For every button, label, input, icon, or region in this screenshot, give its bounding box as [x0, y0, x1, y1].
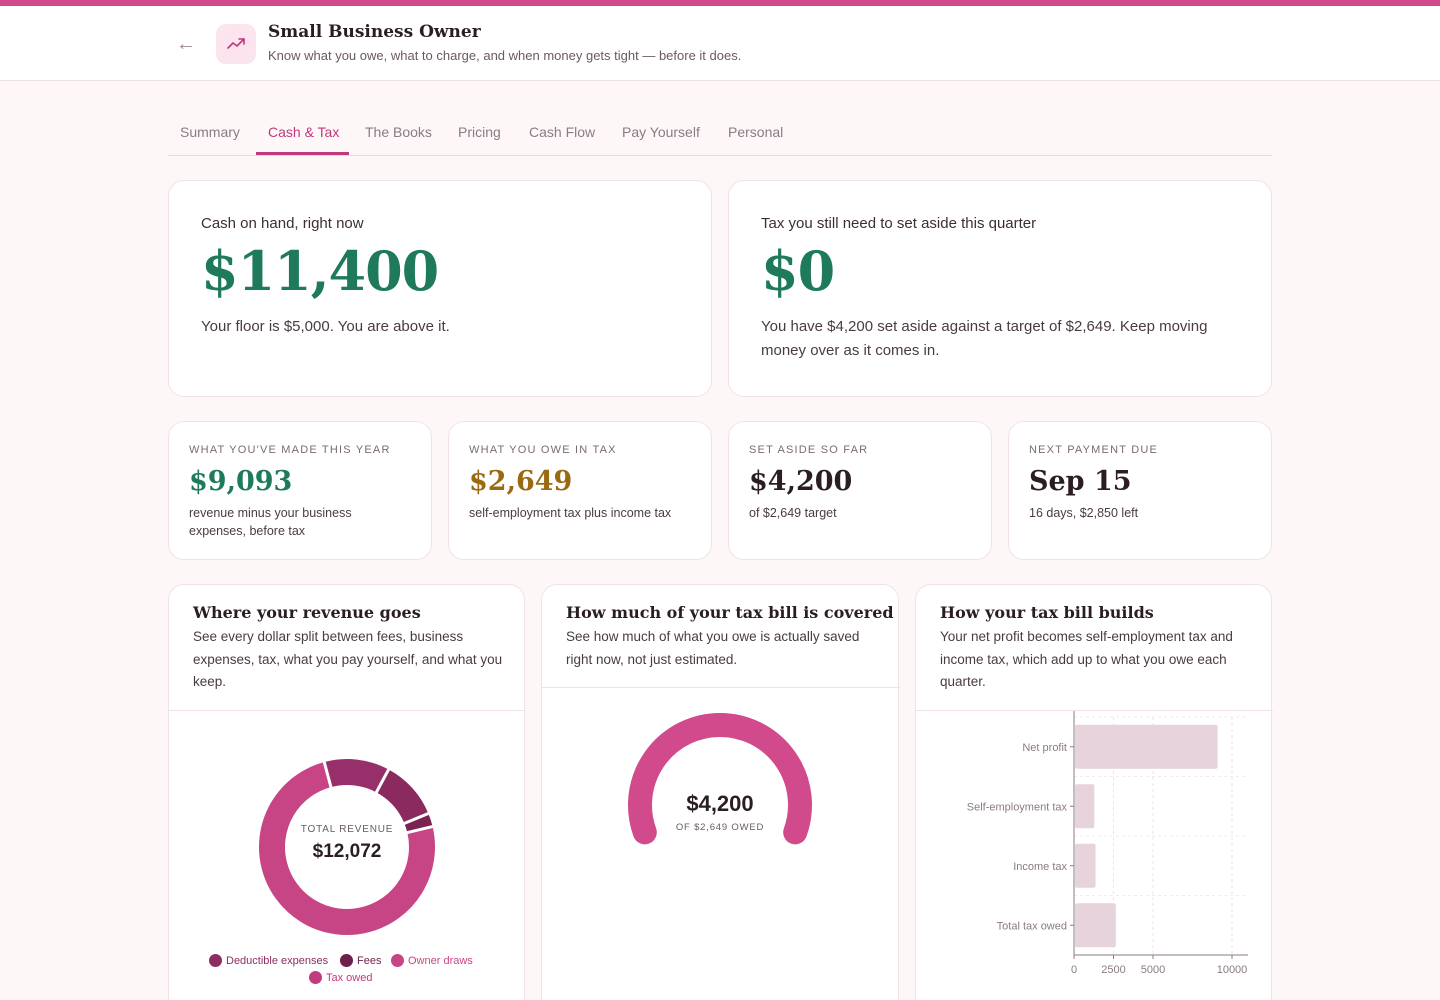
builds-description: Your net profit becomes self-employment … — [940, 629, 1233, 689]
divider — [169, 710, 526, 711]
trending-up-icon — [216, 24, 256, 64]
donut-slice — [404, 813, 433, 833]
legend-item: Tax owed — [309, 971, 372, 984]
divider — [916, 710, 1273, 711]
builds-title: How your tax bill builds — [940, 603, 1154, 622]
slice-separator — [322, 760, 333, 789]
divider — [542, 687, 900, 688]
tab-bar: Summary Cash & Tax The Books Pricing Cas… — [168, 114, 1272, 156]
donut-center-value: $12,072 — [312, 841, 382, 862]
stat-card-made: WHAT YOU'VE MADE THIS YEAR $9,093 revenu… — [168, 421, 432, 560]
stat-card-owe: WHAT YOU OWE IN TAX $2,649 self-employme… — [448, 421, 712, 560]
cash-on-hand-card: Cash on hand, right now $11,400 Your flo… — [168, 180, 712, 397]
accent-bar — [0, 0, 1440, 6]
legend-item: Deductible expenses — [209, 954, 328, 967]
bar — [1075, 724, 1218, 769]
category-label: Net profit — [1022, 742, 1067, 754]
page-title: Small Business Owner — [268, 22, 481, 42]
tab-the-books[interactable]: The Books — [365, 124, 432, 140]
page-subtitle: Know what you owe, what to charge, and w… — [268, 48, 742, 63]
cash-note: Your floor is $5,000. You are above it. — [201, 318, 450, 335]
donut-slice — [259, 762, 435, 935]
active-tab-indicator — [256, 152, 349, 155]
arrow-left-icon[interactable]: ← — [176, 33, 196, 55]
stat-label: NEXT PAYMENT DUE — [1029, 444, 1159, 456]
x-tick-label: 5000 — [1141, 964, 1165, 976]
cash-value: $11,400 — [201, 239, 439, 303]
revenue-donut-chart — [259, 759, 435, 935]
tax-value: $0 — [761, 239, 835, 303]
donut-center-label: TOTAL REVENUE — [300, 824, 394, 835]
cash-label: Cash on hand, right now — [201, 215, 364, 232]
slice-separator — [374, 767, 391, 794]
x-tick-label: 10000 — [1217, 964, 1248, 976]
category-label: Income tax — [1013, 861, 1067, 873]
coverage-gauge — [628, 713, 812, 845]
category-label: Total tax owed — [997, 920, 1067, 932]
x-tick-label: 2500 — [1101, 964, 1125, 976]
bar — [1075, 903, 1116, 948]
tab-personal[interactable]: Personal — [728, 124, 784, 140]
tax-set-aside-card: Tax you still need to set aside this qua… — [728, 180, 1272, 397]
stat-label: WHAT YOU'VE MADE THIS YEAR — [189, 444, 391, 456]
stat-label: SET ASIDE SO FAR — [749, 444, 869, 456]
builds-panel: How your tax bill builds Your net profit… — [915, 584, 1273, 1000]
stat-note: 16 days, $2,850 left — [1029, 506, 1139, 520]
legend-item: Fees — [340, 954, 381, 967]
revenue-panel: Where your revenue goes See every dollar… — [168, 584, 526, 1000]
stat-value: Sep 15 — [1029, 466, 1132, 497]
stat-note: revenue minus your business expenses, be… — [189, 506, 352, 538]
gauge-arc — [628, 713, 812, 845]
bar — [1075, 784, 1095, 829]
category-label: Self-employment tax — [967, 801, 1068, 813]
stat-card-next-payment: NEXT PAYMENT DUE Sep 15 16 days, $2,850 … — [1008, 421, 1272, 560]
donut-slice — [375, 769, 429, 824]
tab-cash-flow[interactable]: Cash Flow — [529, 124, 596, 140]
bar — [1075, 843, 1096, 888]
slice-separator — [402, 811, 430, 826]
coverage-description: See how much of what you owe is actually… — [566, 629, 860, 667]
tab-cash-tax[interactable]: Cash & Tax — [268, 124, 340, 140]
coverage-panel: How much of your tax bill is covered See… — [541, 584, 900, 1000]
slice-separator — [405, 824, 434, 835]
stat-note: self-employment tax plus income tax — [469, 506, 672, 520]
stat-value: $9,093 — [189, 466, 293, 497]
tab-summary[interactable]: Summary — [180, 124, 240, 140]
stat-value: $2,649 — [469, 466, 573, 497]
tab-pricing[interactable]: Pricing — [458, 124, 501, 140]
revenue-title: Where your revenue goes — [193, 603, 421, 622]
tab-pay-yourself[interactable]: Pay Yourself — [622, 124, 700, 140]
gauge-value: $4,200 — [686, 791, 754, 816]
tax-note: You have $4,200 set aside against a targ… — [761, 318, 1208, 359]
stat-note: of $2,649 target — [749, 506, 837, 520]
app-header: ← Small Business Owner Know what you owe… — [0, 6, 1440, 81]
coverage-title: How much of your tax bill is covered — [566, 603, 894, 622]
legend-item: Owner draws — [391, 954, 473, 967]
tax-label: Tax you still need to set aside this qua… — [761, 215, 1037, 232]
x-tick-label: 0 — [1071, 964, 1077, 976]
stat-value: $4,200 — [749, 466, 853, 497]
revenue-description: See every dollar split between fees, bus… — [193, 629, 503, 689]
stat-card-set-aside: SET ASIDE SO FAR $4,200 of $2,649 target — [728, 421, 992, 560]
donut-slice — [324, 759, 389, 793]
tax-builds-bar-chart: Net profit Self-employment tax Income tax T… — [967, 711, 1248, 976]
stat-label: WHAT YOU OWE IN TAX — [469, 444, 617, 456]
gauge-sub: OF $2,649 OWED — [675, 822, 765, 833]
